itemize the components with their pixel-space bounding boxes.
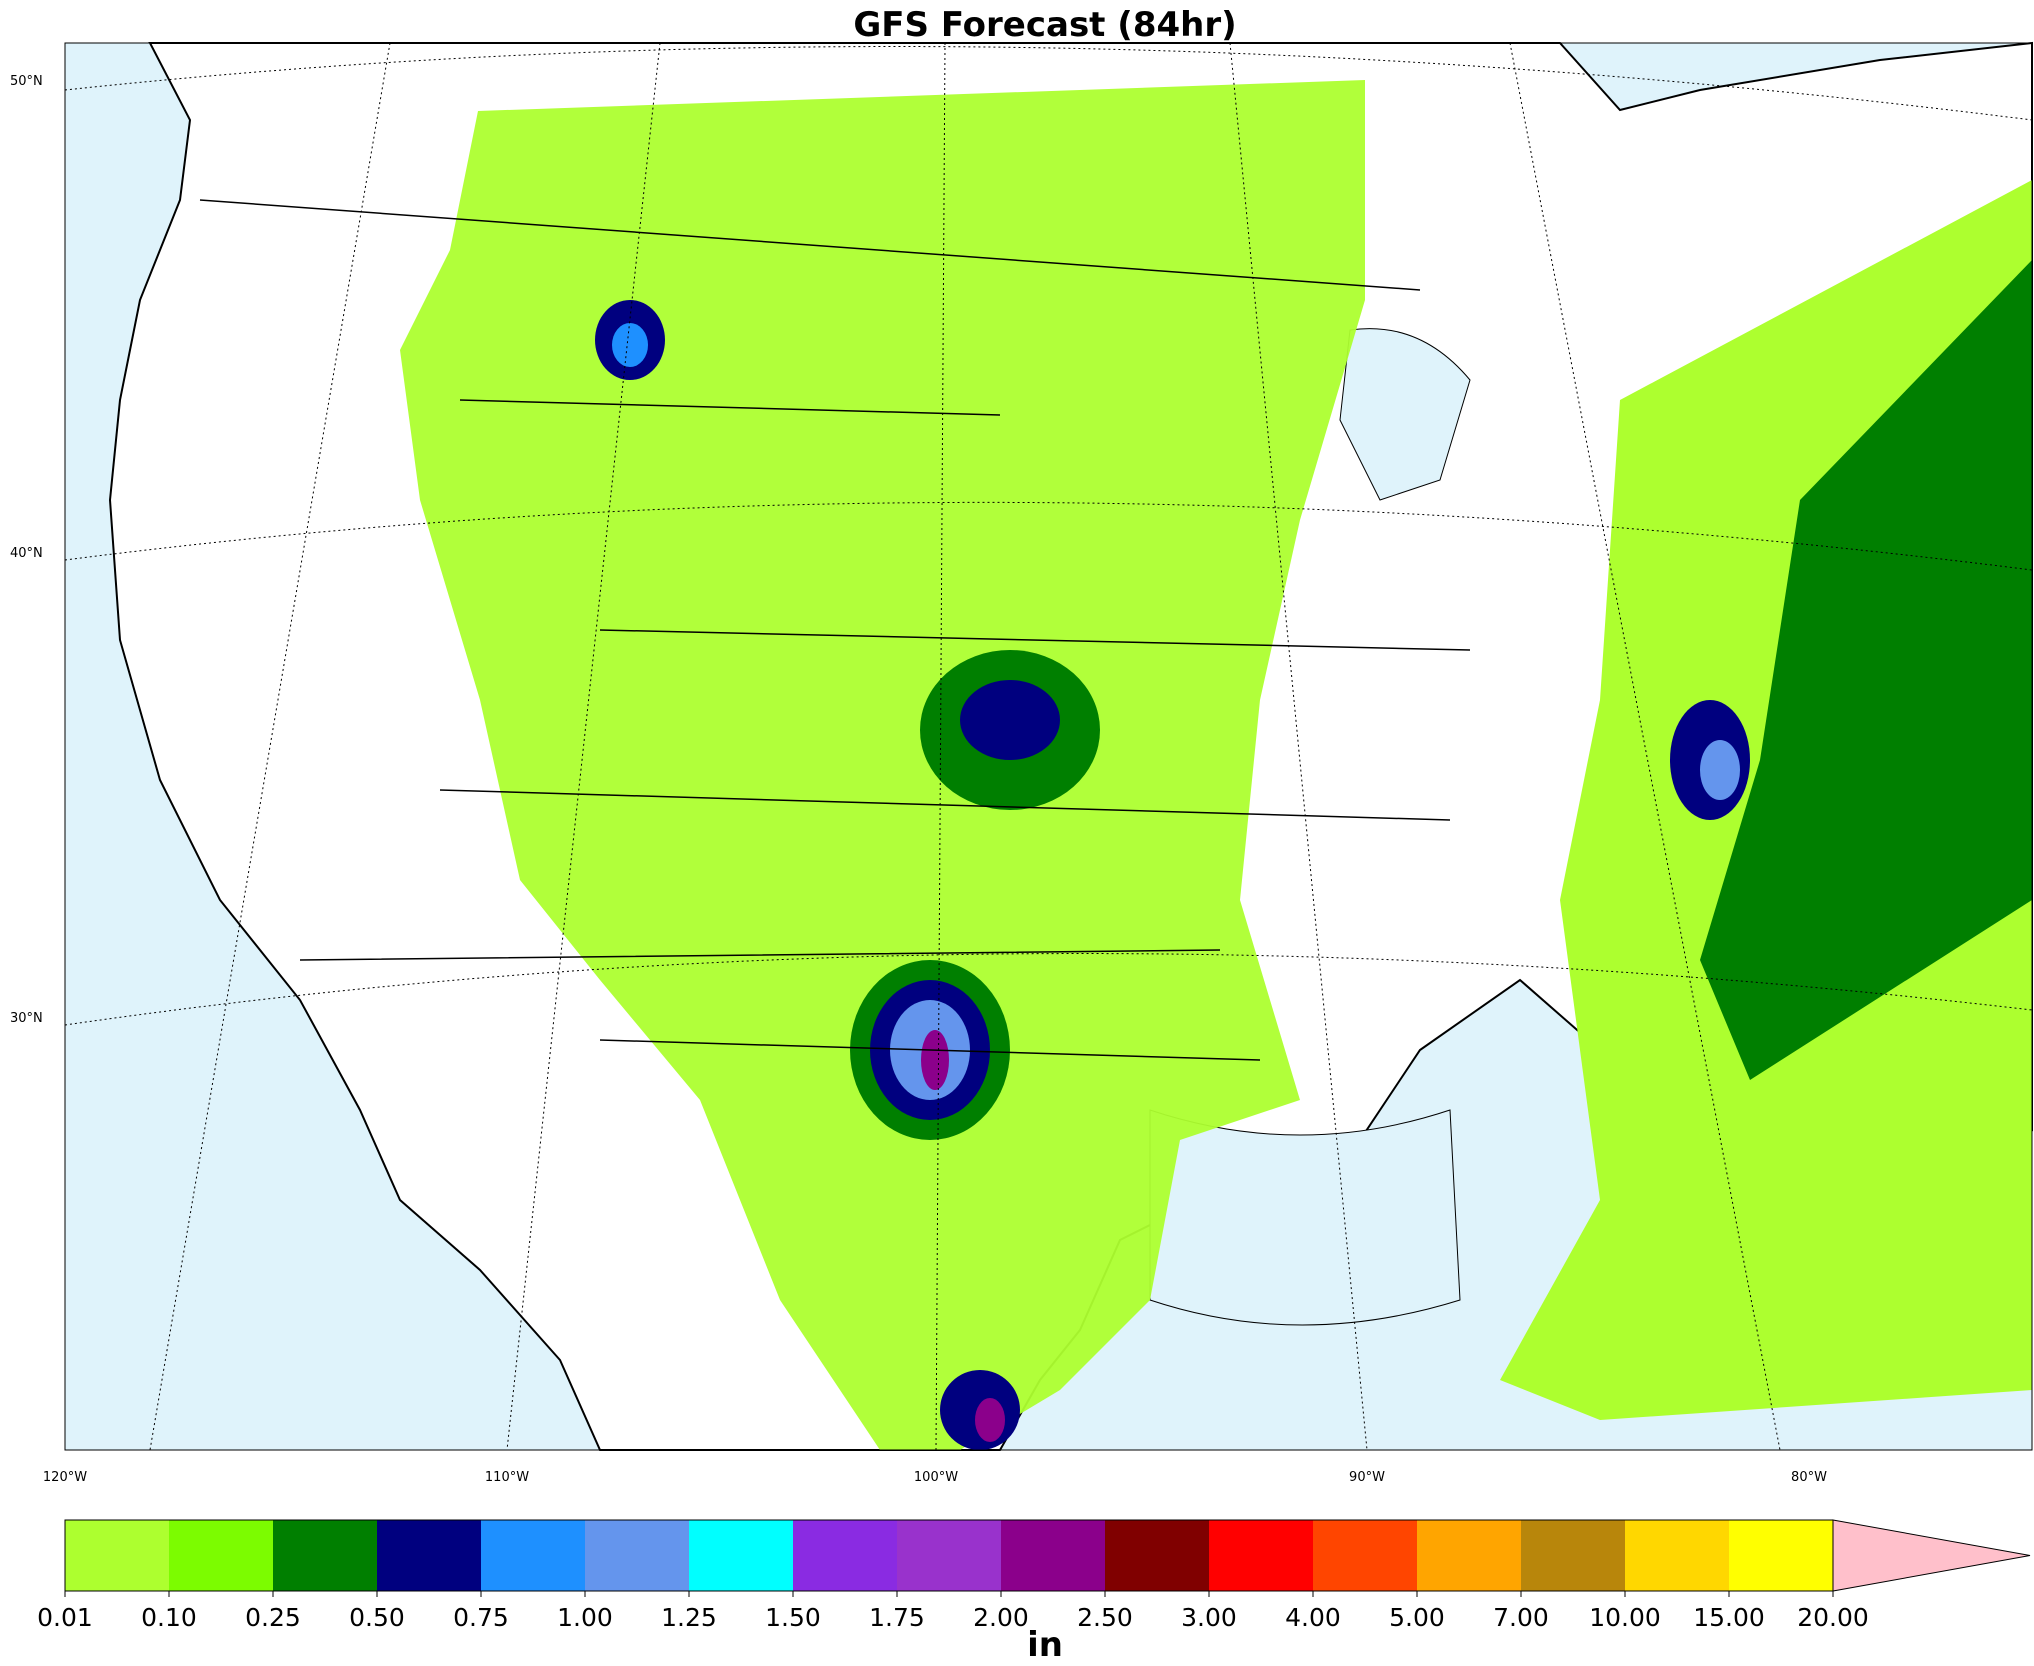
colorbar-tick-label: 2.00 [973,1603,1029,1632]
colorbar-tick-label: 20.00 [1797,1603,1869,1632]
colorbar-tick-label: 0.25 [245,1603,301,1632]
colorbar-extend [1832,1519,2031,1592]
colorbar-box [585,1520,689,1591]
precip-heavy [921,1030,949,1090]
colorbar-tick-label: 1.50 [765,1603,821,1632]
colorbar-outline [64,1519,1833,1592]
longitude-label: 90°W [1349,1470,1385,1485]
colorbar-box [1729,1520,1833,1591]
colorbar-tick-label: 15.00 [1693,1603,1765,1632]
colorbar-box [1209,1520,1313,1591]
latitude-label: 50°N [10,74,43,89]
latitude-label: 30°N [10,1011,43,1026]
colorbar-tick-label: 1.25 [661,1603,717,1632]
colorbar-box [793,1520,897,1591]
colorbar-tick-label: 2.50 [1077,1603,1133,1632]
map [64,41,2033,1451]
colorbar-tick-label: 1.75 [869,1603,925,1632]
colorbar-box [1313,1520,1417,1591]
colorbar-tick-label: 7.00 [1493,1603,1549,1632]
colorbar-box [1521,1520,1625,1591]
colorbar-box [169,1520,273,1591]
map-frame [64,42,2033,1451]
precip-heavy-east [1700,260,2032,1080]
precip-heavy [975,1398,1005,1442]
colorbar-box [1001,1520,1105,1591]
latitude-label: 40°N [10,546,43,561]
colorbar-unit: in [1027,1625,1063,1665]
precip-area [400,80,1365,1450]
colorbar-box [1105,1520,1209,1591]
longitude-label: 100°W [914,1470,958,1485]
longitude-label: 120°W [43,1470,87,1485]
colorbar-tick-label: 4.00 [1285,1603,1341,1632]
precip-heavy [960,680,1060,760]
colorbar-tick-label: 5.00 [1389,1603,1445,1632]
graticule [64,42,2033,1451]
borders [199,199,1471,1061]
precip-heavy [1700,740,1740,800]
precip-heavy [612,323,648,367]
colorbar-box [65,1520,169,1591]
colorbar-box [1625,1520,1729,1591]
gulf-of-mexico [1149,1109,1461,1326]
colorbar-tick-label: 1.00 [557,1603,613,1632]
colorbar-tick-label: 0.10 [141,1603,197,1632]
colorbar-tick-label: 0.75 [453,1603,509,1632]
colorbar-tick-label: 10.00 [1589,1603,1661,1632]
colorbar-tick-label: 0.01 [37,1603,93,1632]
longitude-label: 110°W [485,1470,529,1485]
colorbar-box [377,1520,481,1591]
colorbar-box [689,1520,793,1591]
colorbar-tick-label: 0.50 [349,1603,405,1632]
great-lakes [1339,328,1471,501]
colorbar-box [897,1520,1001,1591]
longitude-label: 80°W [1791,1470,1827,1485]
colorbar-box [481,1520,585,1591]
colorbar-box [1417,1520,1521,1591]
colorbar-box [273,1520,377,1591]
map-title: GFS Forecast (84hr) [853,5,1236,45]
colorbar-tick-label: 3.00 [1181,1603,1237,1632]
